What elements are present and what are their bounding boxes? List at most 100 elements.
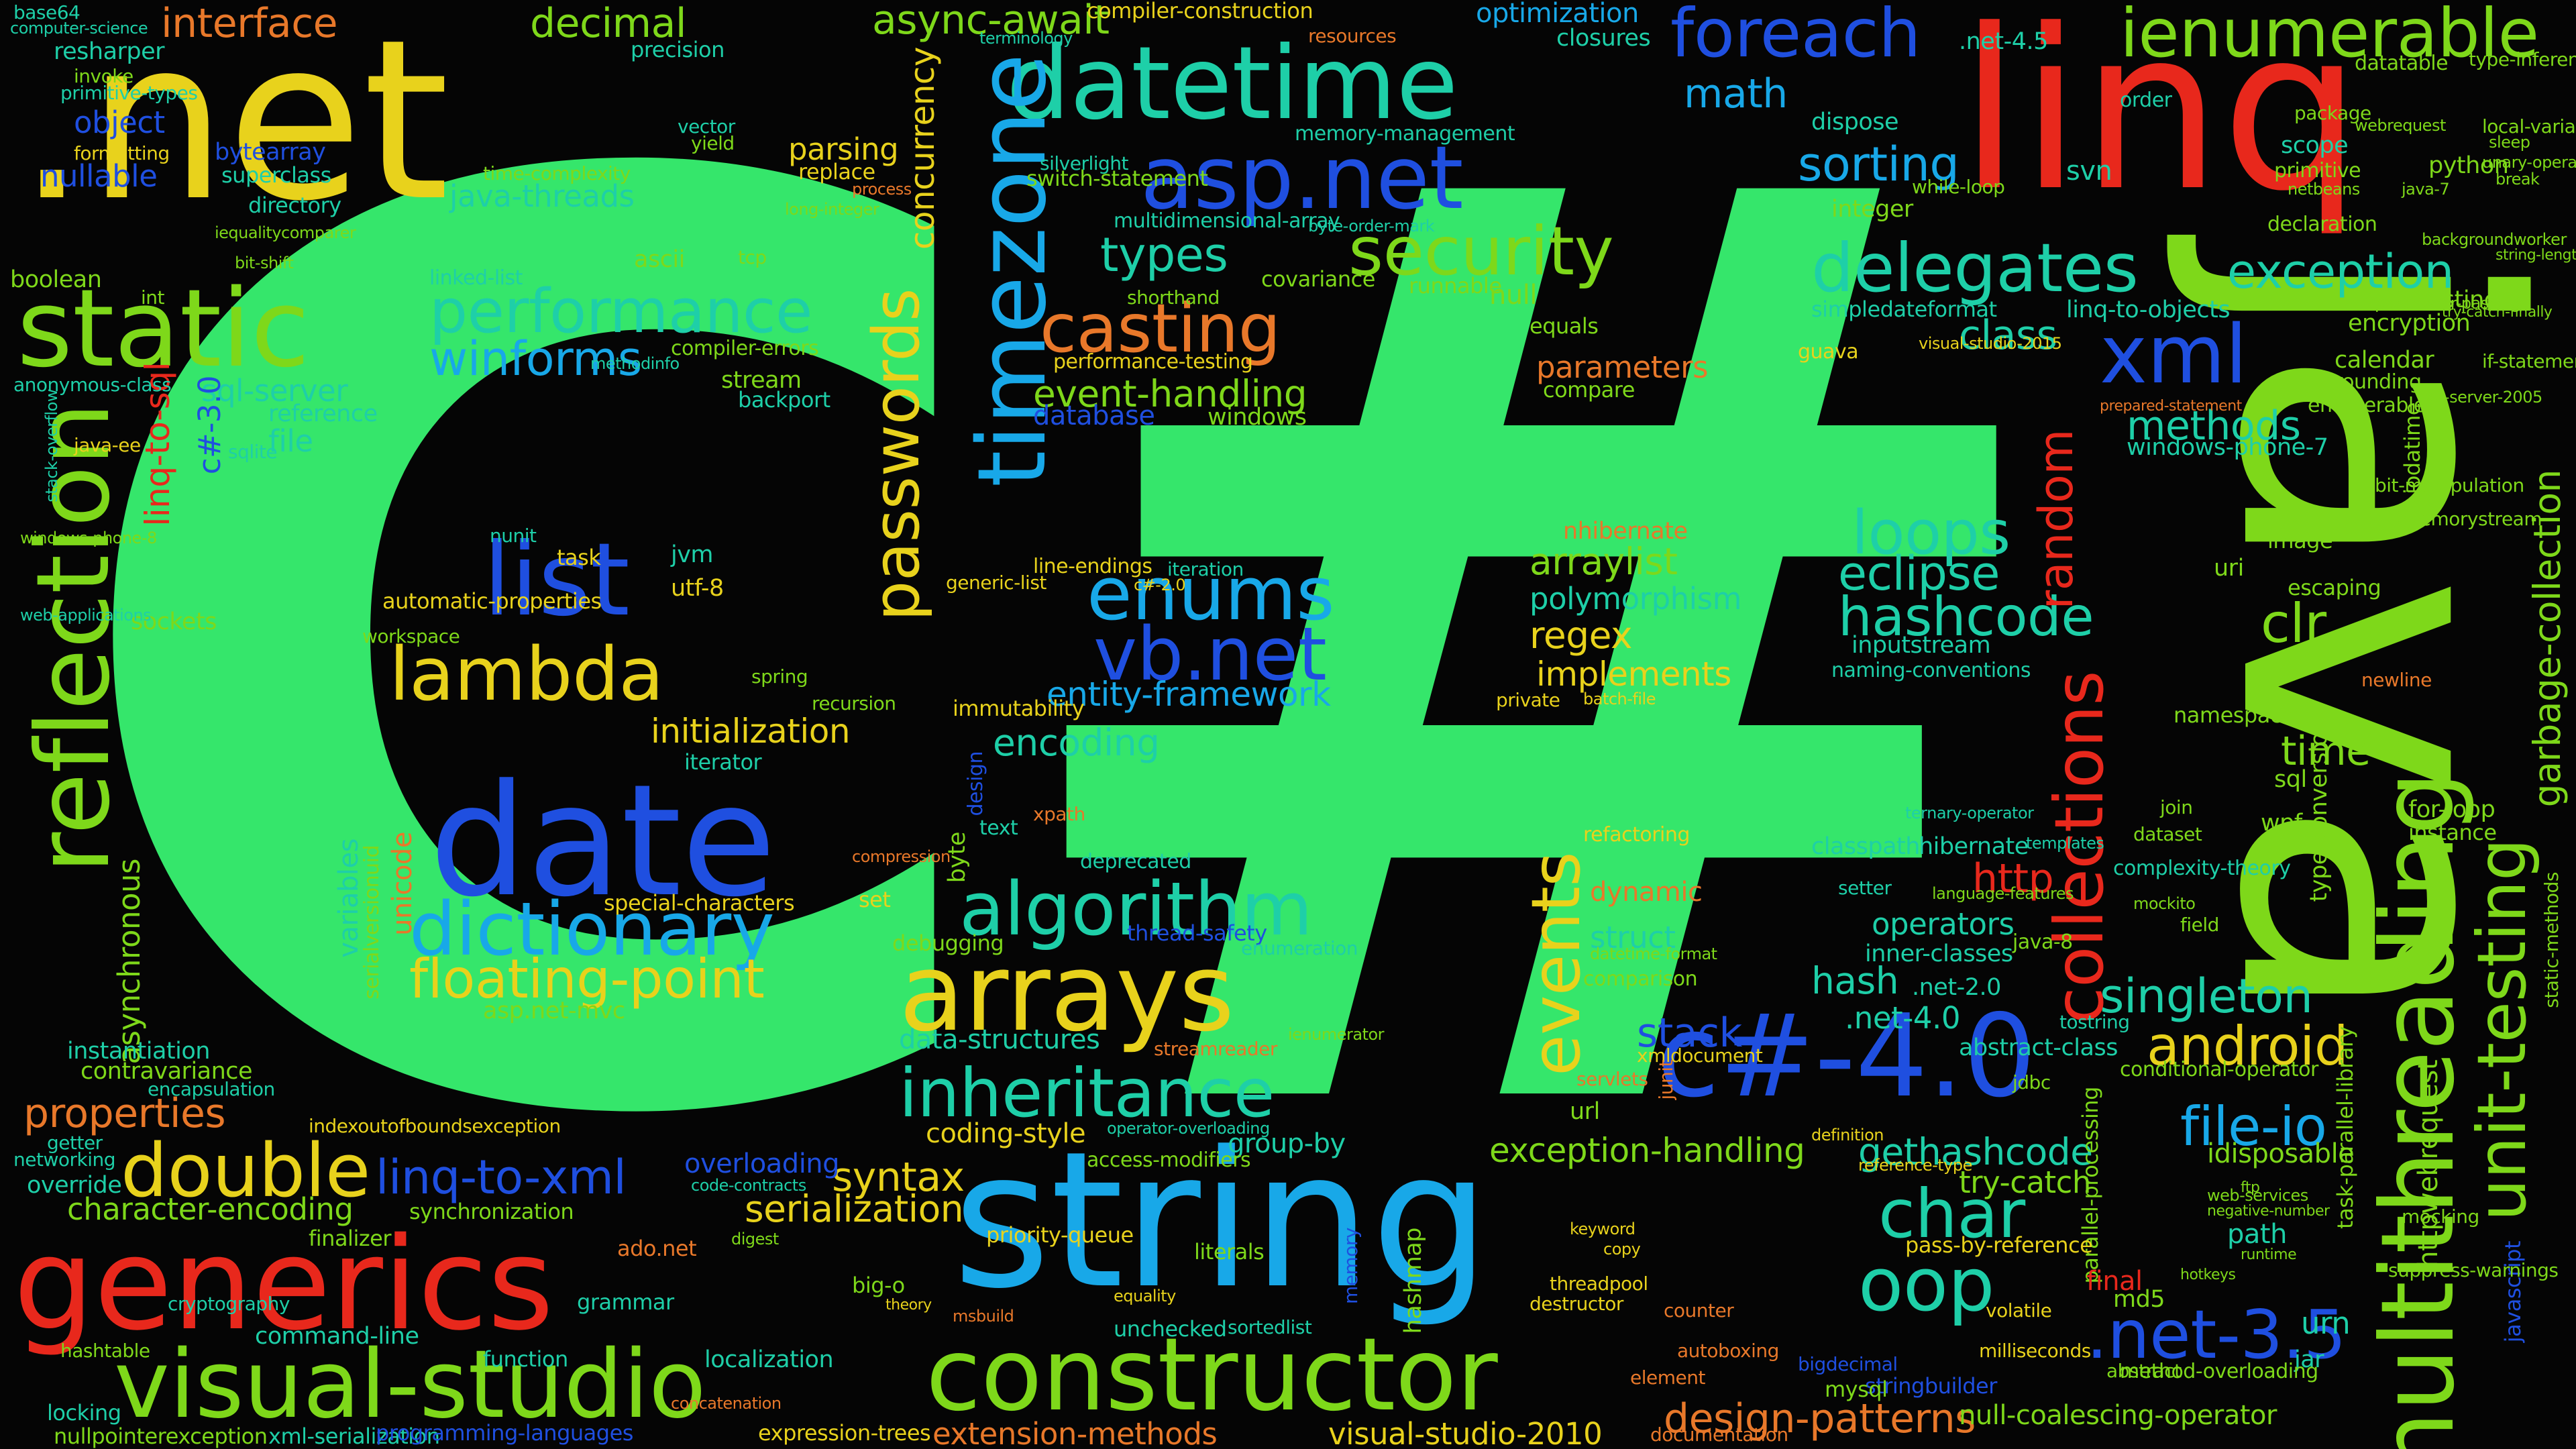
word-escaping: escaping <box>2288 575 2381 600</box>
word-c20: c#-2.0 <box>1134 576 1186 594</box>
word-database: database <box>1033 400 1155 431</box>
word-regex: regex <box>1529 614 1633 657</box>
word-polymorphism: polymorphism <box>1529 581 1741 616</box>
word-parsing: parsing <box>788 131 899 167</box>
word-compression: compression <box>852 847 951 866</box>
word-shorthand: shorthand <box>1127 286 1220 309</box>
word-xmldocument: xmldocument <box>1637 1044 1763 1067</box>
word-locking: locking <box>47 1400 121 1426</box>
word-httpwebrequest: httpwebrequest <box>2413 1060 2444 1268</box>
word-ienumerator: ienumerator <box>1288 1025 1385 1044</box>
word-theory: theory <box>885 1297 932 1313</box>
word-path: path <box>2227 1219 2287 1250</box>
word-winforms: winforms <box>429 331 642 386</box>
word-int: int <box>141 286 165 309</box>
word-lambda: lambda <box>389 631 664 717</box>
word-pass-by-reference: pass-by-reference <box>1905 1232 2093 1258</box>
word-web-services: web-services <box>2207 1186 2308 1205</box>
word-operator-overloading: operator-overloading <box>1107 1119 1270 1138</box>
word-sleep: sleep <box>2489 133 2530 152</box>
word-performance: performance <box>429 276 812 347</box>
word-type-inference: type-inference <box>2469 48 2576 70</box>
word-enumerable: enumerable <box>2308 394 2426 417</box>
word-time-complexity: time-complexity <box>483 162 631 184</box>
word-try-catch-finally: try-catch-finally <box>2442 304 2553 321</box>
word-multidimensional-array: multidimensional-array <box>1114 209 1340 233</box>
hero-title: C# <box>47 0 2086 1391</box>
word-unchecked: unchecked <box>1114 1316 1227 1342</box>
word-random: random <box>2029 429 2084 610</box>
word-anonymous-class: anonymous-class <box>13 374 172 396</box>
word-xml: xml <box>2100 309 2247 402</box>
word-batch-file: batch-file <box>1583 690 1656 708</box>
word-memorystream: memorystream <box>2402 508 2542 530</box>
word-parameters: parameters <box>1536 350 1709 385</box>
word-encryption: encryption <box>2348 310 2471 337</box>
word-autoboxing: autoboxing <box>1677 1340 1779 1362</box>
word-unit-testing: unit-testing <box>2463 839 2541 1222</box>
word-ternary-operator: ternary-operator <box>1905 804 2034 822</box>
word-properties: properties <box>23 1090 226 1137</box>
word-ascii: ascii <box>634 246 685 273</box>
word-null: null <box>1489 280 1537 311</box>
word-unary-operator: unary-operator <box>2482 153 2576 172</box>
word-function: function <box>483 1346 568 1372</box>
word-url: url <box>1570 1098 1600 1125</box>
word-methods: methods <box>2127 402 2301 449</box>
word-runtime: runtime <box>2241 1246 2297 1263</box>
word-math: math <box>1684 70 1788 117</box>
word-windows-phone-7: windows-phone-7 <box>2127 434 2328 461</box>
word-dispose: dispose <box>1811 109 1899 136</box>
word-parameter-passing: parameter-passing <box>2375 294 2521 313</box>
word-thread-safety: thread-safety <box>1127 920 1267 946</box>
word-string-length: string-length <box>2496 247 2576 264</box>
word-replace: replace <box>798 159 875 184</box>
word-coding-style: coding-style <box>926 1118 1086 1149</box>
word-android: android <box>2147 1015 2349 1077</box>
word-localization: localization <box>704 1346 834 1373</box>
word-windows: windows <box>1208 404 1307 431</box>
word-ienumerable: ienumerable <box>2120 0 2539 72</box>
word-http: http <box>1972 855 2054 902</box>
word-contravariance: contravariance <box>80 1058 253 1085</box>
word-computer-science: computer-science <box>10 19 148 38</box>
word-complexity-theory: complexity-theory <box>2113 857 2291 880</box>
word-equality: equality <box>1114 1287 1176 1305</box>
word-set: set <box>859 887 891 912</box>
word-c30: c#-3.0 <box>192 376 227 475</box>
word-hash: hash <box>1811 959 1899 1002</box>
word-instance: instance <box>2408 820 2497 845</box>
word-method-overloading: method-overloading <box>2120 1360 2318 1383</box>
word-datetime: datetime <box>1006 25 1458 142</box>
word-class: class <box>1959 312 2057 359</box>
word-dictionary: dictionary <box>409 886 775 972</box>
word-getter: getter <box>47 1132 103 1154</box>
word-nunit: nunit <box>490 525 537 547</box>
word-spring: spring <box>751 665 808 688</box>
word-negative-number: negative-number <box>2207 1203 2330 1220</box>
word-iterator: iterator <box>684 749 762 775</box>
word-language-features: language-features <box>1932 884 2074 903</box>
word-servlets: servlets <box>1576 1068 1648 1090</box>
word-xpath: xpath <box>1033 803 1085 825</box>
word-datetime-format: datetime-format <box>1590 945 1717 963</box>
word-sql-server: sql-server <box>201 373 348 409</box>
word-prepared-statement: prepared-statement <box>2100 398 2242 415</box>
word-mockito: mockito <box>2133 894 2196 913</box>
word-mocking: mocking <box>2402 1205 2479 1228</box>
word-string: string <box>953 1112 1490 1330</box>
word-svn: svn <box>2066 156 2112 186</box>
word-event-handling: event-handling <box>1033 372 1307 415</box>
word-streamreader: streamreader <box>1154 1038 1277 1060</box>
word-vb-net: vb.net <box>1093 611 1327 697</box>
word-generics: generics <box>13 1210 554 1358</box>
word-linq-to-objects: linq-to-objects <box>2066 297 2231 323</box>
word-interface: interface <box>161 0 338 47</box>
word-task: task <box>557 545 601 570</box>
word-inner-classes: inner-classes <box>1865 941 2013 967</box>
word-hibernate: hibernate <box>1919 833 2029 860</box>
word-unicode: unicode <box>387 832 418 936</box>
word-copy: copy <box>1603 1240 1641 1258</box>
word-overloading: overloading <box>684 1148 840 1179</box>
